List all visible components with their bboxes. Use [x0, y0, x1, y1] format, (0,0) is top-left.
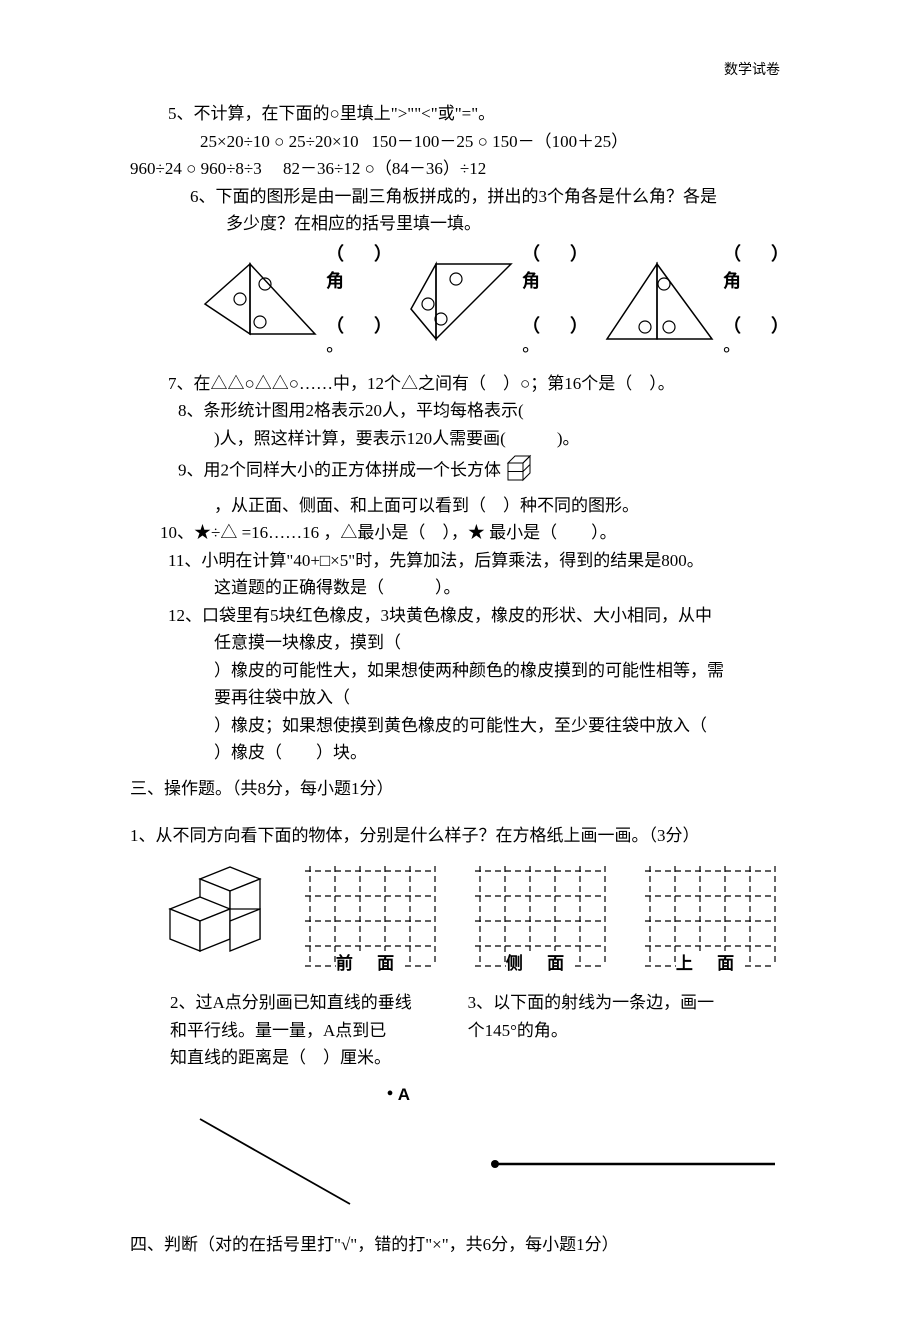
q12-t1: 口袋里有5块红色橡皮，3块黄色橡皮，橡皮的形状、大小相同，从中: [202, 606, 712, 625]
op2-num: 2、: [170, 993, 196, 1012]
q9-t1: 用2个同样大小的正方体拼成一个长方体: [204, 461, 502, 480]
q5-row2: 960÷24 ○ 960÷8÷3 82－36÷12 ○（84－36）÷12: [130, 156, 790, 182]
triangle-3: （ ）角 （ ）°: [602, 241, 795, 367]
header-subject: 数学试卷: [130, 60, 790, 81]
op3-t2: 个145°的角。: [468, 1018, 766, 1044]
q6-line1: 6、下面的图形是由一副三角板拼成的，拼出的3个角各是什么角？各是: [190, 184, 790, 210]
section3-title: 三、操作题。（共8分，每小题1分）: [130, 776, 790, 802]
t2-angle: （ ）角: [522, 241, 594, 295]
q6-t1: 下面的图形是由一副三角板拼成的，拼出的3个角各是什么角？各是: [216, 187, 718, 206]
q8-l1: 8、条形统计图用2格表示20人，平均每格表示(: [178, 398, 790, 424]
t1-angle: （ ）角: [326, 241, 398, 295]
q10: 10、★÷△ =16……16 ，△最小是（ ），★ 最小是（ ）。: [160, 520, 790, 546]
op3-draw: [480, 1079, 790, 1217]
page: 数学试卷 5、不计算，在下面的○里填上">""<"或"="。 25×20÷10 …: [0, 0, 920, 1328]
op1-text: 从不同方向看下面的物体，分别是什么样子？在方格纸上画一画。（3分）: [156, 826, 700, 845]
q6-figures: （ ）角 （ ）° （ ）角 （ ）°: [200, 241, 790, 367]
grid-side-label: 侧 面: [506, 951, 574, 977]
q5-1b: 150－100－25 ○ 150－（100＋25）: [371, 132, 628, 151]
q5-1a: 25×20÷10 ○ 25÷20×10: [200, 132, 359, 151]
q11-num: 11、: [168, 551, 201, 570]
triangle-3-labels: （ ）角 （ ）°: [723, 241, 795, 367]
t2-deg: （ ）°: [522, 313, 594, 367]
triangle-2: （ ）角 （ ）°: [406, 241, 594, 367]
ray-icon: [480, 1149, 780, 1179]
op3-t1: 以下面的射线为一条边，画一: [493, 993, 714, 1012]
q5-prompt: 5、不计算，在下面的○里填上">""<"或"="。: [168, 101, 790, 127]
q5-2b: 82－36÷12 ○（84－36）÷12: [283, 159, 486, 178]
triangle-2-icon: [406, 259, 516, 349]
q12-l4: 要再往袋中放入（: [214, 685, 790, 711]
q7: 7、在△△○△△○……中，12个△之间有（ ）○；第16个是（ ）。: [168, 371, 790, 397]
q9-l2: ，从正面、侧面、和上面可以看到（ ）种不同的图形。: [214, 493, 790, 519]
t1-deg: （ ）°: [326, 313, 398, 367]
q12-num: 12、: [168, 606, 202, 625]
q12-l3: ）橡皮的可能性大，如果想使两种颜色的橡皮摸到的可能性相等，需: [214, 658, 790, 684]
triangle-3-icon: [602, 259, 717, 349]
q12-l5: ）橡皮；如果想使摸到黄色橡皮的可能性大，至少要往袋中放入（: [214, 713, 790, 739]
q5-text: 不计算，在下面的○里填上">""<"或"="。: [194, 104, 496, 123]
op2-t3: 知直线的距离是（ ）厘米。: [170, 1045, 468, 1071]
oblique-line-icon: [170, 1109, 390, 1209]
op2-t1: 过A点分别画已知直线的垂线: [196, 993, 412, 1012]
op1-figures: 前 面 侧 面: [160, 859, 790, 977]
solid-shape: [160, 859, 280, 977]
op1-num: 1、: [130, 826, 156, 845]
q11-l2: 这道题的正确得数是（ ）。: [214, 575, 790, 601]
triangle-2-labels: （ ）角 （ ）°: [522, 241, 594, 367]
grid-top: 上 面: [640, 861, 780, 977]
t3-angle: （ ）角: [723, 241, 795, 295]
triangle-1-icon: [200, 259, 320, 349]
q9-l1: 9、用2个同样大小的正方体拼成一个长方体: [178, 453, 790, 491]
q8-num: 8、: [178, 401, 204, 420]
op2-op3-text: 2、过A点分别画已知直线的垂线 和平行线。量一量，A点到已 知直线的距离是（ ）…: [170, 988, 790, 1073]
point-a-label: A: [398, 1085, 410, 1104]
q5-2a: 960÷24 ○ 960÷8÷3: [130, 159, 262, 178]
q8-l2: )人，照这样计算，要表示120人需要画( )。: [214, 426, 790, 452]
grid-side: 侧 面: [470, 861, 610, 977]
op2-draw: • A: [170, 1079, 480, 1217]
section4-title: 四、判断（对的在括号里打"√"，错的打"×"，共6分，每小题1分）: [130, 1232, 790, 1258]
q11-t1: 小明在计算"40+□×5"时，先算加法，后算乘法，得到的结果是800。: [201, 551, 703, 570]
grid-front-label: 前 面: [336, 951, 404, 977]
q10-num: 10、: [160, 523, 194, 542]
op3-num: 3、: [468, 993, 494, 1012]
cuboid-icon: [505, 453, 533, 491]
q12-l1: 12、口袋里有5块红色橡皮，3块黄色橡皮，橡皮的形状、大小相同，从中: [168, 603, 790, 629]
q12-l6: ）橡皮（ ）块。: [214, 740, 790, 766]
triangle-1: （ ）角 （ ）°: [200, 241, 398, 367]
op1-prompt: 1、从不同方向看下面的物体，分别是什么样子？在方格纸上画一画。（3分）: [130, 823, 790, 849]
q5-row1: 25×20÷10 ○ 25÷20×10 150－100－25 ○ 150－（10…: [200, 129, 790, 155]
grid-front: 前 面: [300, 861, 440, 977]
op2-text: 2、过A点分别画已知直线的垂线 和平行线。量一量，A点到已 知直线的距离是（ ）…: [170, 988, 468, 1073]
grid-top-label: 上 面: [676, 951, 744, 977]
q7-text: 在△△○△△○……中，12个△之间有（ ）○；第16个是（ ）。: [194, 374, 675, 393]
q5-num: 5、: [168, 104, 194, 123]
q11-l1: 11、小明在计算"40+□×5"时，先算加法，后算乘法，得到的结果是800。: [168, 548, 790, 574]
t3-deg: （ ）°: [723, 313, 795, 367]
op2-t2: 和平行线。量一量，A点到已: [170, 1018, 468, 1044]
q12-l2: 任意摸一块橡皮，摸到（: [214, 630, 790, 656]
op3-text: 3、以下面的射线为一条边，画一 个145°的角。: [468, 988, 766, 1073]
q7-num: 7、: [168, 374, 194, 393]
q6-line2: 多少度？在相应的括号里填一填。: [226, 211, 790, 237]
q6-num: 6、: [190, 187, 216, 206]
q8-t1: 条形统计图用2格表示20人，平均每格表示(: [204, 401, 524, 420]
triangle-1-labels: （ ）角 （ ）°: [326, 241, 398, 367]
stacked-cubes-icon: [160, 859, 280, 969]
op2-op3-draw: • A: [170, 1079, 790, 1217]
q10-text: ★÷△ =16……16 ，△最小是（ ），★ 最小是（ ）。: [194, 523, 617, 542]
q9-num: 9、: [178, 461, 204, 480]
